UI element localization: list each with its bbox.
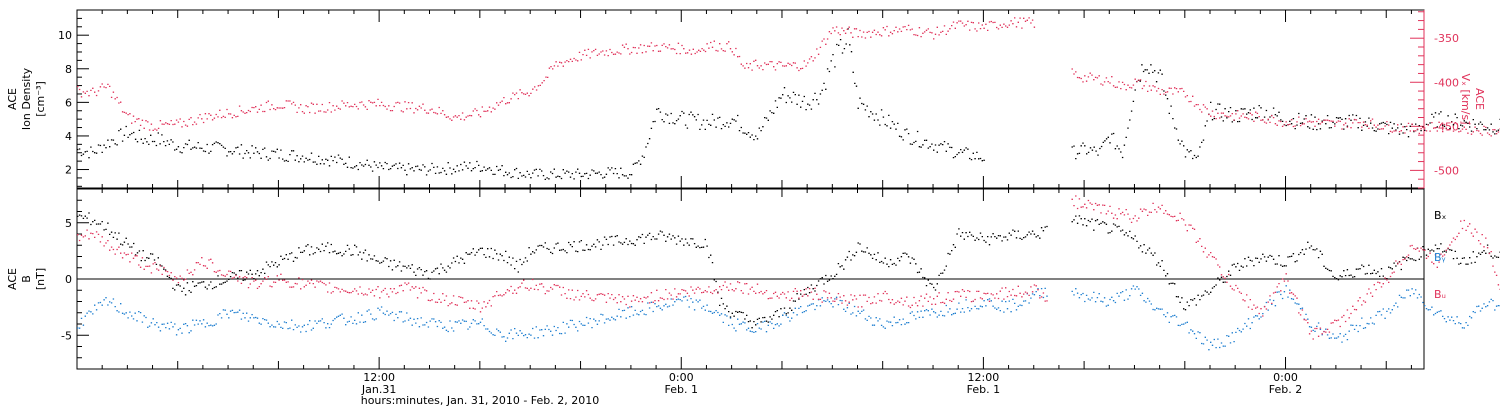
x-tick-label: 0:00 xyxy=(669,371,694,384)
x-tick-date: Feb. 1 xyxy=(967,383,1000,396)
legend-bz: Bᵤ xyxy=(1434,288,1446,301)
series-by-seg1 xyxy=(77,287,1048,342)
legend-by: Bᵧ xyxy=(1434,251,1446,264)
x-tick-label: 12:00 xyxy=(968,371,1000,384)
vx-tick-label: -500 xyxy=(1434,164,1459,177)
density-tick-label: 8 xyxy=(65,63,72,76)
bottom-panel: 5 0 -5 ACEB[nT] Bₓ Bᵧ Bᵤ xyxy=(6,188,1500,370)
density-tick-label: 6 xyxy=(65,96,72,109)
vx-tick-label: -400 xyxy=(1434,76,1459,89)
vx-axis-label: ACEVₓ [km/s] xyxy=(1459,73,1486,124)
density-tick-label: 2 xyxy=(65,164,72,177)
series-by-seg2 xyxy=(1071,285,1500,351)
b-tick-label: -5 xyxy=(61,329,72,342)
series-vx-seg2 xyxy=(1071,68,1500,137)
series-bx-seg2 xyxy=(1071,215,1500,311)
x-tick-date: Feb. 2 xyxy=(1269,383,1302,396)
series-bx-seg1 xyxy=(77,212,1048,329)
series-bz-seg1 xyxy=(77,229,1048,313)
series-ion-density-seg2 xyxy=(1071,64,1500,160)
x-axis-label: hours:minutes, Jan. 31, 2010 - Feb. 2, 2… xyxy=(361,394,600,407)
b-axis-label: ACEB[nT] xyxy=(6,268,47,290)
b-tick-label: 0 xyxy=(65,273,72,286)
vx-tick-label: -350 xyxy=(1434,32,1459,45)
top-panel: 2 4 6 8 10 -350 -400 -450 -500 ACEIon Density[cm⁻… xyxy=(6,9,1500,189)
series-bz-seg2 xyxy=(1071,195,1500,340)
b-tick-label: 5 xyxy=(65,217,72,230)
density-tick-label: 10 xyxy=(58,29,72,42)
top-panel-frame xyxy=(76,9,1425,189)
series-vx-seg1 xyxy=(77,17,1036,132)
legend-bx: Bₓ xyxy=(1434,209,1447,222)
series-ion-density-seg1 xyxy=(77,28,985,181)
x-tick-label: 0:00 xyxy=(1273,371,1298,384)
x-tick-date: Feb. 1 xyxy=(665,383,698,396)
vx-tick-label: -450 xyxy=(1434,120,1459,133)
density-axis-label: ACEIon Density[cm⁻³] xyxy=(6,67,47,130)
x-tick-date: Jan.31 xyxy=(361,383,396,396)
x-tick-label: 12:00 xyxy=(363,371,395,384)
density-tick-label: 4 xyxy=(65,130,72,143)
